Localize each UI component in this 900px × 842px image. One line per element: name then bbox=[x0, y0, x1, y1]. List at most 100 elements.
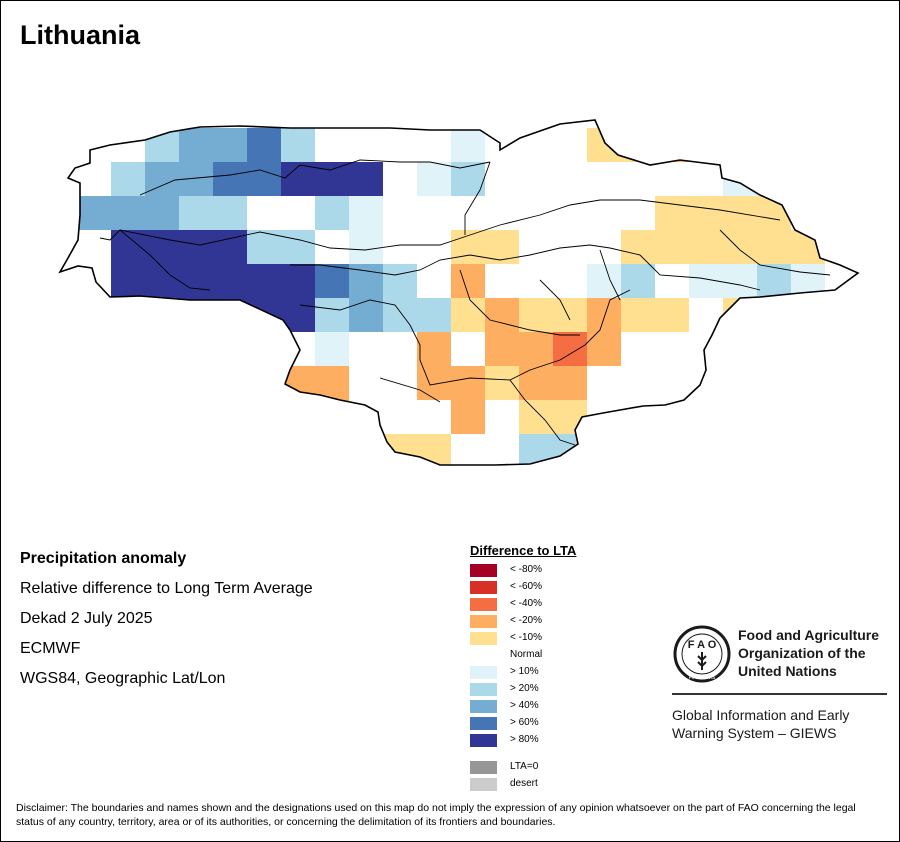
anomaly-cell bbox=[791, 332, 825, 366]
anomaly-cell bbox=[621, 264, 655, 298]
anomaly-cell bbox=[315, 196, 349, 230]
svg-text:F A O: F A O bbox=[688, 639, 717, 651]
legend-row: > 10% bbox=[470, 664, 576, 681]
anomaly-cell bbox=[689, 230, 723, 264]
legend-swatch bbox=[470, 615, 497, 628]
legend-label: < -10% bbox=[510, 632, 542, 643]
anomaly-cell bbox=[179, 196, 213, 230]
anomaly-cell bbox=[553, 366, 587, 400]
anomaly-cell bbox=[519, 332, 553, 366]
anomaly-cell bbox=[553, 298, 587, 332]
anomaly-cell bbox=[757, 434, 791, 465]
anomaly-cell bbox=[111, 264, 145, 298]
legend-swatch bbox=[470, 564, 497, 577]
legend-title: Difference to LTA bbox=[470, 543, 577, 558]
anomaly-cell bbox=[349, 298, 383, 332]
legend-swatch bbox=[470, 683, 497, 696]
anomaly-cell bbox=[247, 264, 281, 298]
anomaly-cell bbox=[417, 366, 451, 400]
legend-label: > 80% bbox=[510, 734, 539, 745]
anomaly-cell bbox=[213, 400, 247, 434]
anomaly-cell bbox=[315, 162, 349, 196]
anomaly-cell bbox=[77, 196, 111, 230]
anomaly-cell bbox=[145, 128, 179, 162]
anomaly-cell bbox=[383, 434, 417, 465]
anomaly-cell bbox=[791, 162, 825, 196]
legend-row: < -20% bbox=[470, 613, 576, 630]
legend-row: < -40% bbox=[470, 596, 576, 613]
anomaly-cell bbox=[247, 128, 281, 162]
anomaly-map bbox=[58, 119, 860, 500]
legend-swatch bbox=[470, 717, 497, 730]
legend-label: Normal bbox=[510, 649, 543, 660]
legend-row: < -80% bbox=[470, 562, 576, 579]
anomaly-cell bbox=[587, 298, 621, 332]
anomaly-cell bbox=[383, 298, 417, 332]
country-border bbox=[58, 119, 860, 466]
anomaly-cell bbox=[111, 162, 145, 196]
anomaly-cell bbox=[213, 332, 247, 366]
anomaly-cell bbox=[757, 298, 791, 332]
anomaly-cell bbox=[417, 298, 451, 332]
legend-row: < -60% bbox=[470, 579, 576, 596]
giews-name: Global Information and Early Warning Sys… bbox=[672, 707, 850, 741]
svg-text:FIAT PANIS: FIAT PANIS bbox=[689, 675, 716, 681]
anomaly-cell bbox=[281, 162, 315, 196]
anomaly-cell bbox=[213, 264, 247, 298]
anomaly-cell bbox=[383, 264, 417, 298]
anomaly-cell bbox=[451, 400, 485, 434]
anomaly-cell bbox=[145, 196, 179, 230]
anomaly-cell bbox=[485, 298, 519, 332]
anomaly-cell bbox=[723, 264, 757, 298]
anomaly-cell bbox=[655, 196, 689, 230]
anomaly-cell bbox=[213, 298, 247, 332]
legend-row: Normal bbox=[470, 647, 576, 664]
anomaly-cell bbox=[655, 128, 689, 162]
anomaly-cell bbox=[485, 468, 519, 500]
info-projection: WGS84, Geographic Lat/Lon bbox=[20, 670, 226, 687]
anomaly-cell bbox=[485, 332, 519, 366]
anomaly-cell bbox=[315, 366, 349, 400]
anomaly-cell bbox=[213, 230, 247, 264]
legend-label: < -20% bbox=[510, 615, 542, 626]
legend-label: > 20% bbox=[510, 683, 539, 694]
anomaly-cell bbox=[213, 128, 247, 162]
anomaly-cell bbox=[281, 298, 315, 332]
anomaly-cell bbox=[145, 298, 179, 332]
legend-extra-row: LTA=0 bbox=[470, 759, 576, 776]
anomaly-cell bbox=[587, 264, 621, 298]
info-heading: Precipitation anomaly bbox=[20, 550, 187, 567]
map-legend: Difference to LTA < -80% < -60% < -40% < -2… bbox=[470, 543, 576, 793]
legend-extra-swatch bbox=[470, 778, 497, 791]
legend-swatch bbox=[470, 700, 497, 713]
anomaly-cell bbox=[723, 298, 757, 332]
info-source: ECMWF bbox=[20, 640, 81, 657]
anomaly-cell bbox=[689, 196, 723, 230]
anomaly-cell bbox=[655, 230, 689, 264]
anomaly-cell bbox=[213, 162, 247, 196]
legend-swatch bbox=[470, 666, 497, 679]
anomaly-cell bbox=[587, 332, 621, 366]
anomaly-cell bbox=[247, 298, 281, 332]
legend-label: < -40% bbox=[510, 598, 542, 609]
anomaly-cell bbox=[519, 400, 553, 434]
legend-row: > 80% bbox=[470, 732, 576, 749]
legend-label: < -60% bbox=[510, 581, 542, 592]
anomaly-cell bbox=[179, 264, 213, 298]
anomaly-cell bbox=[451, 230, 485, 264]
legend-row: > 40% bbox=[470, 698, 576, 715]
anomaly-cell bbox=[451, 128, 485, 162]
anomaly-cell bbox=[553, 434, 587, 465]
anomaly-cell bbox=[519, 298, 553, 332]
anomaly-cell bbox=[655, 298, 689, 332]
anomaly-cell bbox=[315, 264, 349, 298]
anomaly-cell bbox=[315, 298, 349, 332]
legend-extra-label: LTA=0 bbox=[510, 761, 539, 772]
legend-extra-swatch bbox=[470, 761, 497, 774]
anomaly-cell bbox=[791, 298, 825, 332]
legend-label: > 10% bbox=[510, 666, 539, 677]
legend-swatch bbox=[470, 734, 497, 747]
anomaly-cell bbox=[621, 230, 655, 264]
admin-borders bbox=[99, 159, 831, 446]
fao-divider bbox=[672, 693, 887, 695]
